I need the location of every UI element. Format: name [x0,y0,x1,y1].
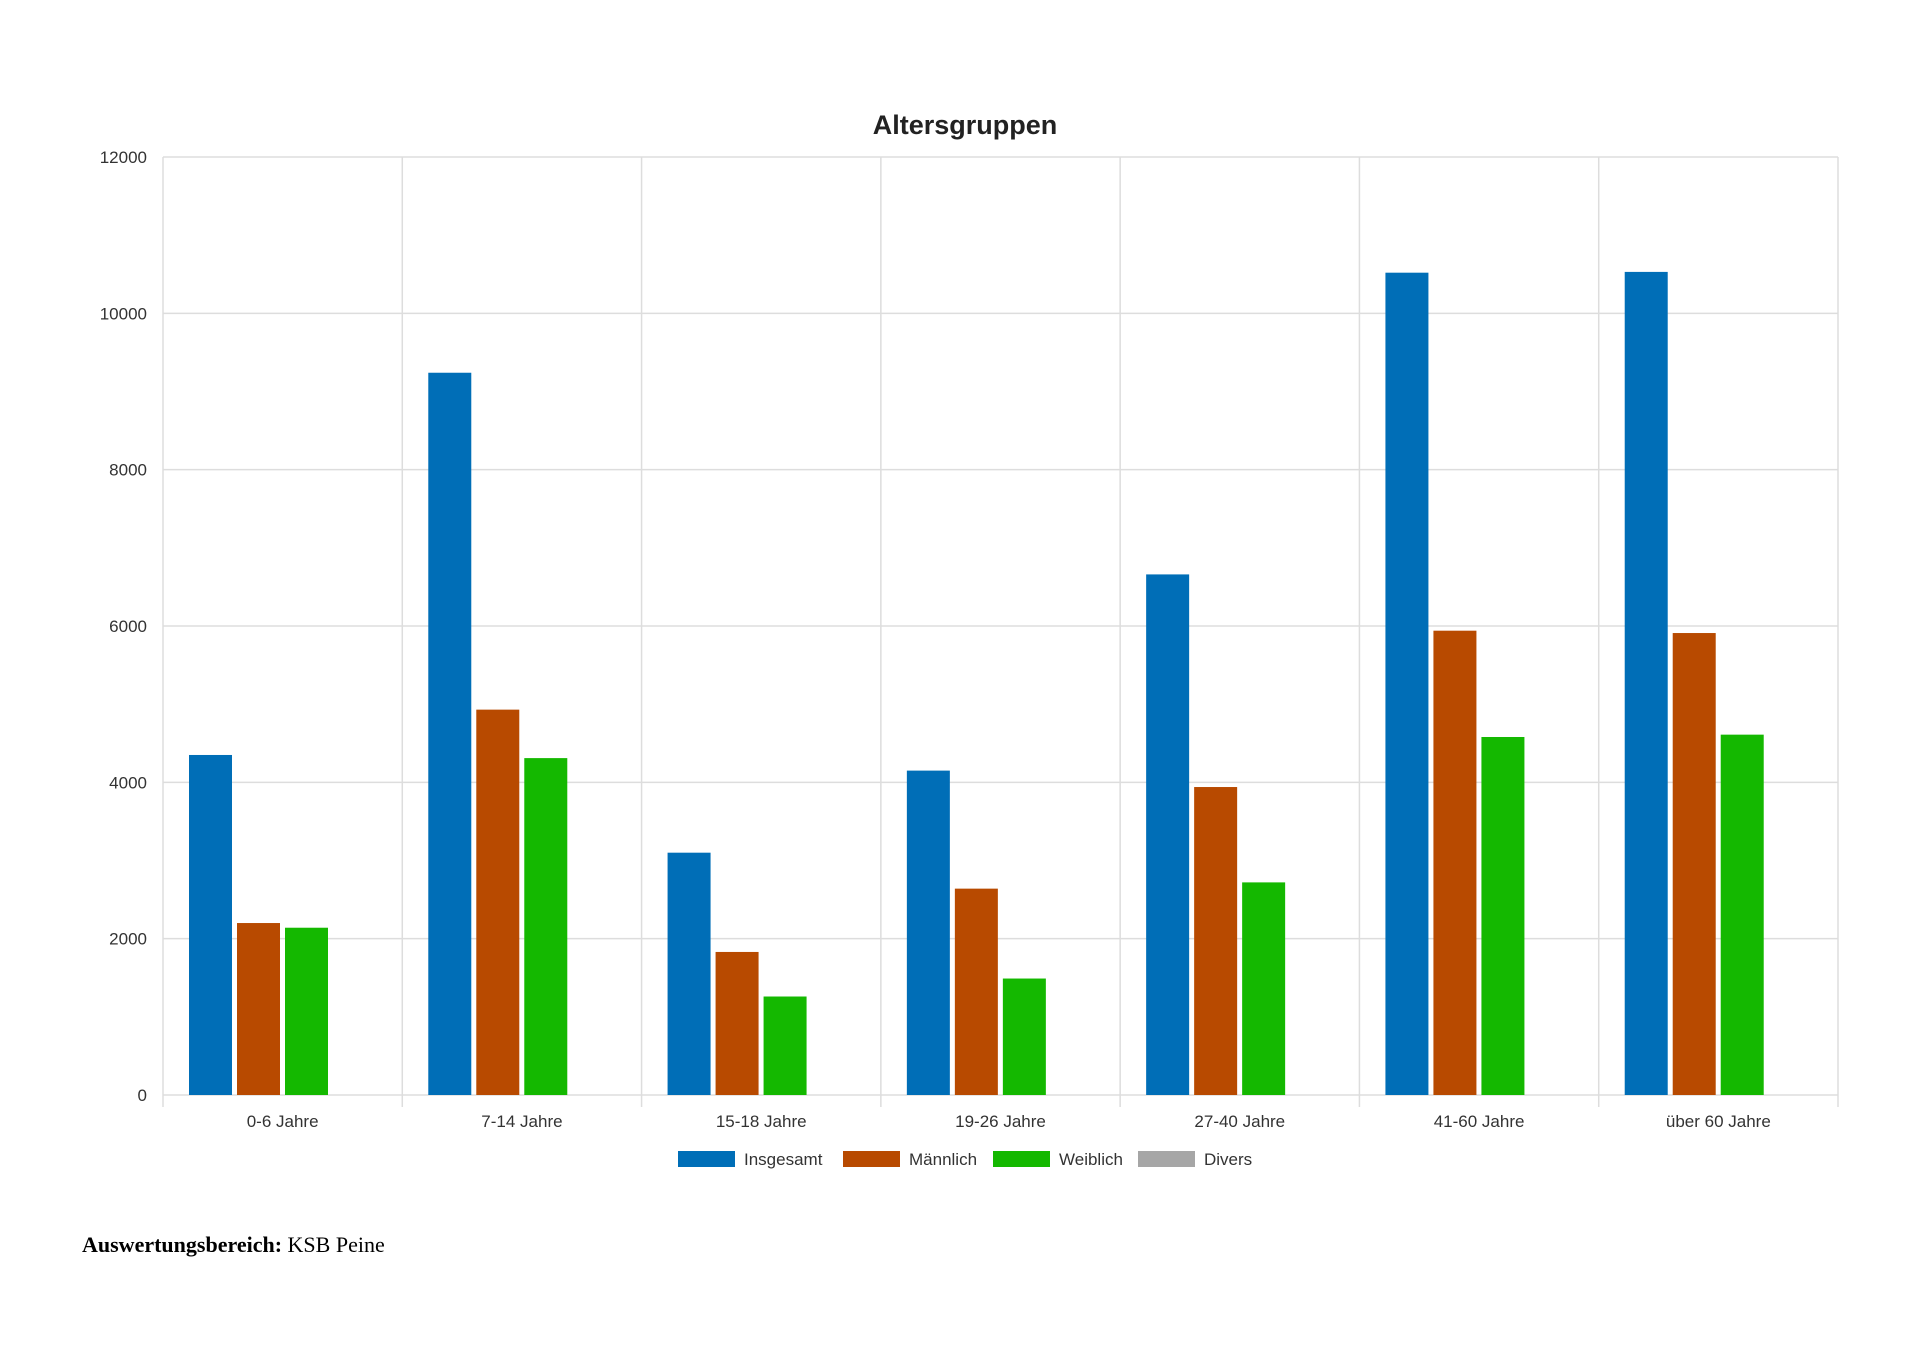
bar-weiblich [285,927,328,1095]
x-tick-label: 15-18 Jahre [716,1112,807,1131]
bar-insgesamt [1146,574,1190,1095]
bar-m-nnlich [476,709,520,1095]
axes: 0 2000 4000 6000 8000 10000 12000 0-6 Jahre 7-14… [100,148,1771,1131]
legend-label[interactable]: Divers [1204,1150,1252,1169]
bar-insgesamt [667,852,711,1095]
bar-weiblich [1002,978,1046,1095]
x-tick-label: über 60 Jahre [1666,1112,1771,1131]
x-tick-label: 19-26 Jahre [955,1112,1046,1131]
y-tick-label: 0 [138,1086,147,1105]
evaluation-area: Auswertungsbereich: KSB Peine [82,1232,385,1258]
bars [189,271,1764,1096]
y-tick-label: 8000 [109,461,147,480]
x-tick-label: 7-14 Jahre [481,1112,562,1131]
bar-m-nnlich [237,923,280,1095]
bar-m-nnlich [954,888,998,1095]
bar-insgesamt [1385,272,1429,1096]
x-tick-label: 0-6 Jahre [247,1112,319,1131]
evaluation-area-value: KSB Peine [287,1232,385,1257]
legend-swatch [1138,1151,1195,1167]
y-tick-label: 10000 [100,304,147,323]
bar-weiblich [1481,736,1525,1095]
bar-weiblich [763,996,807,1095]
bar-insgesamt [1624,271,1668,1095]
chart-title: Altersgruppen [873,110,1058,140]
legend-swatch [678,1151,735,1167]
bar-weiblich [1242,882,1286,1095]
x-tick-label: 27-40 Jahre [1194,1112,1285,1131]
y-tick-label: 6000 [109,617,147,636]
evaluation-area-label: Auswertungsbereich: [82,1232,283,1257]
bar-insgesamt [428,372,472,1095]
bar-insgesamt [189,754,232,1095]
legend-swatch [993,1151,1050,1167]
bar-m-nnlich [1672,633,1716,1095]
bar-m-nnlich [715,951,759,1095]
bar-weiblich [524,758,568,1095]
legend-label[interactable]: Insgesamt [744,1150,823,1169]
legend-label[interactable]: Weiblich [1059,1150,1123,1169]
bar-m-nnlich [1194,787,1238,1095]
legend: Insgesamt Männlich Weiblich Divers [678,1150,1252,1169]
legend-swatch [843,1151,900,1167]
bar-insgesamt [906,770,950,1095]
x-tick-label: 41-60 Jahre [1434,1112,1525,1131]
legend-label[interactable]: Männlich [909,1150,977,1169]
y-tick-label: 12000 [100,148,147,167]
bar-m-nnlich [1433,630,1477,1095]
y-tick-label: 4000 [109,773,147,792]
y-tick-label: 2000 [109,930,147,949]
bar-weiblich [1720,734,1764,1095]
grid [162,156,1839,1107]
